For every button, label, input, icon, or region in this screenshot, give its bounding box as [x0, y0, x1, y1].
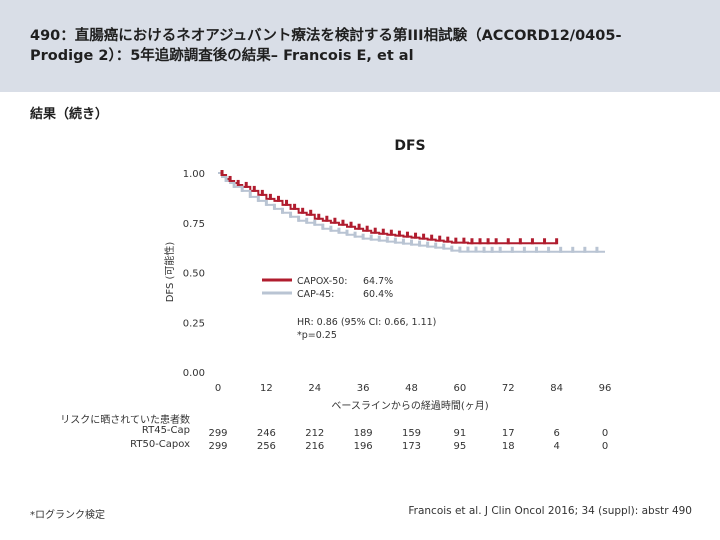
- risk-table-cell: 212: [305, 428, 324, 439]
- risk-table-cell: 173: [402, 441, 421, 452]
- risk-table-cell: 0: [602, 428, 608, 439]
- x-tick-label: 0: [215, 383, 221, 394]
- x-tick-label: 36: [357, 383, 370, 394]
- y-tick-label: 0.25: [183, 318, 205, 329]
- risk-table-cell: 91: [454, 428, 467, 439]
- legend-label: CAPOX-50:: [297, 276, 347, 287]
- risk-table-cell: 159: [402, 428, 421, 439]
- risk-table-cell: 299: [208, 441, 227, 452]
- x-tick-label: 48: [405, 383, 418, 394]
- risk-table-cell: 299: [208, 428, 227, 439]
- title-line-2: Prodige 2）：5年追跡調査後の結果– Francois E, et al: [30, 48, 414, 64]
- chart-title: DFS: [394, 138, 426, 154]
- risk-table-cell: 4: [553, 441, 559, 452]
- x-axis-label: ベースラインからの経過時間(ヶ月): [331, 399, 488, 412]
- risk-table-cell: 17: [502, 428, 515, 439]
- risk-table-cell: 0: [602, 441, 608, 452]
- risk-table-cell: 189: [354, 428, 373, 439]
- risk-table-title: リスクに晒されていた患者数: [60, 415, 190, 426]
- title-line-1: 490：直腸癌におけるネオアジュバント療法を検討する第III相試験（ACCORD…: [30, 28, 622, 44]
- y-axis-label: DFS (可能性): [163, 242, 176, 303]
- y-tick-label: 0.00: [183, 368, 205, 379]
- hr-text: HR: 0.86 (95% CI: 0.66, 1.11): [297, 317, 437, 328]
- hazard-ratio-annotation: HR: 0.86 (95% CI: 0.66, 1.11) *p=0.25: [297, 316, 436, 342]
- risk-row-label-capox: RT50-Capox: [130, 439, 190, 450]
- risk-table-cell: 256: [257, 441, 276, 452]
- risk-table-cell: 246: [257, 428, 276, 439]
- legend-value: 60.4%: [363, 289, 393, 300]
- risk-table-cell: 18: [502, 441, 515, 452]
- y-tick-label: 0.50: [183, 269, 205, 280]
- header-band: [0, 0, 720, 92]
- km-curve-capox-50: [218, 172, 557, 245]
- risk-table-cell: 95: [454, 441, 467, 452]
- x-tick-label: 96: [599, 383, 612, 394]
- p-value-text: *p=0.25: [297, 330, 337, 341]
- y-tick-label: 1.00: [183, 169, 205, 180]
- x-tick-label: 84: [550, 383, 563, 394]
- x-tick-label: 12: [260, 383, 273, 394]
- legend-label: CAP-45:: [297, 289, 334, 300]
- y-tick-label: 0.75: [183, 219, 205, 230]
- risk-row-label-cap: RT45-Cap: [141, 425, 190, 436]
- slide-title: 490：直腸癌におけるネオアジュバント療法を検討する第III相試験（ACCORD…: [30, 26, 700, 66]
- footnote: *ログランク検定: [30, 510, 105, 521]
- x-tick-label: 24: [308, 383, 321, 394]
- risk-table-cell: 216: [305, 441, 324, 452]
- citation: Francois et al. J Clin Oncol 2016; 34 (s…: [408, 505, 692, 517]
- legend-value: 64.7%: [363, 276, 393, 287]
- x-tick-label: 60: [454, 383, 467, 394]
- section-subheading: 結果（続き）: [30, 107, 109, 122]
- risk-table-cell: 196: [354, 441, 373, 452]
- x-tick-label: 72: [502, 383, 515, 394]
- risk-table-cell: 6: [553, 428, 559, 439]
